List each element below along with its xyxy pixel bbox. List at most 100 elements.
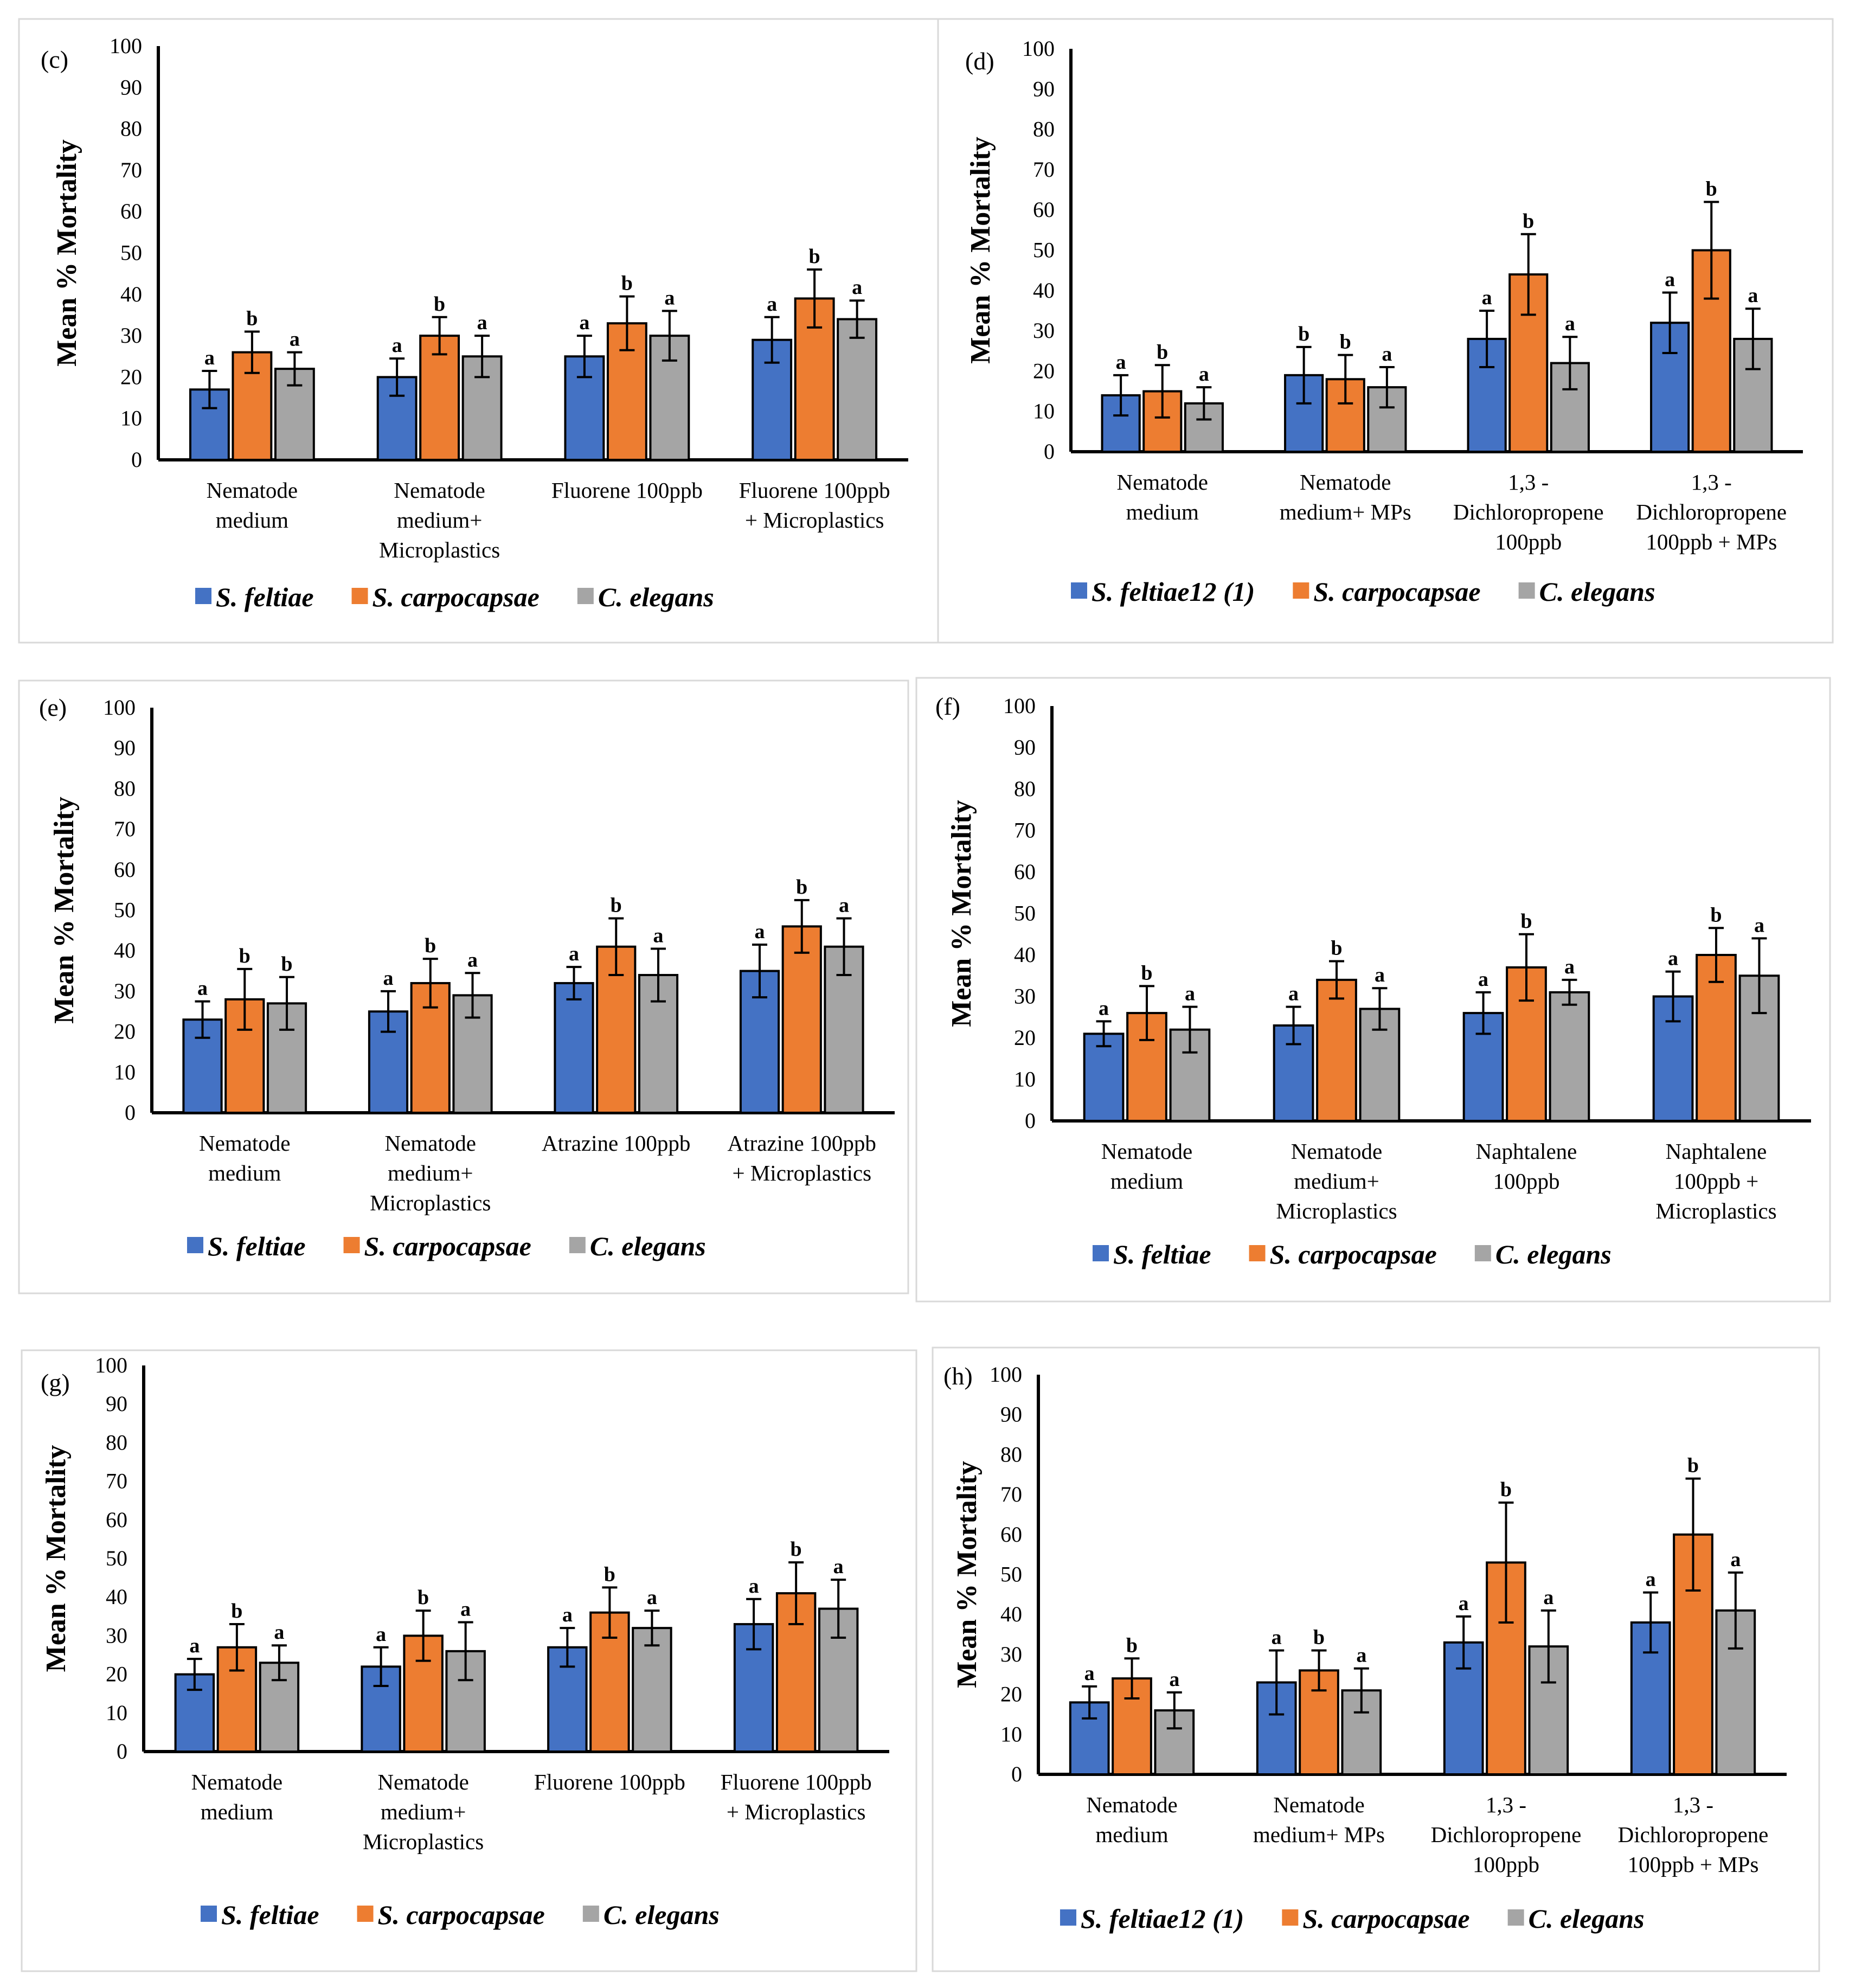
chart-panel-6: (h) 0 10 20 30 40 50 60 70 80 90 100 Mean % Mortalit… bbox=[932, 1346, 1820, 1972]
panel-frame bbox=[18, 18, 939, 644]
legend-label: S. feltiae bbox=[221, 1900, 319, 1930]
x-category-label: medium bbox=[208, 1160, 281, 1185]
x-category-label: Nematode bbox=[385, 1131, 476, 1156]
y-tick-label: 70 bbox=[120, 158, 142, 182]
legend-swatch bbox=[1518, 582, 1535, 599]
x-category-label: Dichloropropene bbox=[1453, 499, 1604, 524]
significance-letter: a bbox=[392, 334, 402, 357]
significance-letter: b bbox=[434, 293, 445, 316]
bar[interactable] bbox=[410, 982, 451, 1114]
y-tick-label: 90 bbox=[1014, 735, 1036, 760]
significance-letter: a bbox=[664, 286, 675, 309]
significance-letter: a bbox=[197, 977, 208, 1000]
y-tick-label: 30 bbox=[106, 1623, 127, 1647]
y-tick-label: 60 bbox=[120, 199, 142, 223]
legend-swatch bbox=[357, 1906, 374, 1922]
legend-swatch bbox=[569, 1237, 586, 1253]
y-tick-label: 50 bbox=[1014, 901, 1036, 926]
significance-letter: a bbox=[477, 311, 487, 334]
bar[interactable] bbox=[596, 945, 637, 1114]
significance-letter: a bbox=[1185, 983, 1195, 1005]
significance-letter: a bbox=[569, 942, 579, 965]
y-tick-label: 50 bbox=[1000, 1562, 1022, 1587]
x-category-label: Naphtalene bbox=[1476, 1139, 1577, 1164]
bar[interactable] bbox=[1486, 1561, 1526, 1775]
x-category-label: Nematode bbox=[1086, 1792, 1177, 1817]
y-tick-label: 70 bbox=[106, 1469, 127, 1493]
bar[interactable] bbox=[419, 335, 460, 461]
y-tick-label: 90 bbox=[114, 736, 136, 760]
panel-label: (f) bbox=[935, 692, 960, 720]
x-category-label: medium bbox=[1126, 499, 1199, 524]
y-axis-title: Mean % Mortality bbox=[946, 800, 977, 1027]
significance-letter: b bbox=[1313, 1626, 1325, 1649]
significance-letter: a bbox=[1382, 343, 1392, 365]
bar[interactable] bbox=[1650, 322, 1690, 453]
legend-label: C. elegans bbox=[598, 582, 714, 612]
legend-label: S. carpocapsae bbox=[378, 1900, 545, 1930]
significance-letter: a bbox=[204, 347, 215, 369]
x-category-label: + Microplastics bbox=[727, 1799, 866, 1824]
legend-label: C. elegans bbox=[1495, 1239, 1612, 1269]
y-tick-label: 10 bbox=[106, 1701, 127, 1725]
y-tick-label: 20 bbox=[114, 1019, 136, 1044]
y-tick-label: 60 bbox=[1000, 1522, 1022, 1547]
significance-letter: b bbox=[796, 876, 807, 899]
legend-swatch bbox=[1507, 1909, 1524, 1926]
panel-frame bbox=[915, 677, 1831, 1303]
significance-letter: b bbox=[621, 272, 633, 295]
bar[interactable] bbox=[1083, 1033, 1125, 1122]
significance-letter: a bbox=[1099, 997, 1109, 1019]
y-tick-label: 20 bbox=[106, 1662, 127, 1686]
x-category-label: medium+ bbox=[381, 1799, 466, 1824]
significance-letter: b bbox=[239, 945, 251, 967]
y-axis-title: Mean % Mortality bbox=[952, 1461, 983, 1688]
legend-swatch bbox=[1282, 1909, 1299, 1926]
bar[interactable] bbox=[781, 925, 822, 1114]
y-tick-label: 100 bbox=[95, 1353, 127, 1377]
significance-letter: a bbox=[1646, 1568, 1656, 1591]
bar[interactable] bbox=[1528, 1645, 1569, 1775]
significance-letter: b bbox=[604, 1563, 615, 1586]
significance-letter: b bbox=[1157, 341, 1168, 363]
x-category-label: 100ppb + bbox=[1674, 1169, 1758, 1194]
x-category-label: Nematode bbox=[191, 1769, 283, 1794]
significance-letter: b bbox=[1523, 210, 1534, 233]
significance-letter: a bbox=[1084, 1662, 1095, 1685]
y-tick-label: 40 bbox=[120, 282, 142, 306]
significance-letter: a bbox=[839, 894, 849, 916]
bar[interactable] bbox=[1549, 991, 1590, 1122]
significance-letter: b bbox=[1520, 910, 1532, 933]
y-tick-label: 80 bbox=[1033, 117, 1055, 142]
panel-label: (e) bbox=[39, 694, 67, 721]
significance-letter: a bbox=[579, 311, 589, 334]
bar[interactable] bbox=[837, 318, 878, 461]
bar[interactable] bbox=[368, 1010, 409, 1114]
bar[interactable] bbox=[554, 982, 594, 1114]
y-tick-label: 40 bbox=[1033, 278, 1055, 303]
legend-swatch bbox=[577, 588, 594, 604]
bar[interactable] bbox=[632, 1627, 672, 1753]
y-tick-label: 50 bbox=[106, 1546, 127, 1570]
x-category-label: Microplastics bbox=[370, 1190, 491, 1215]
x-category-label: 1,3 - bbox=[1691, 470, 1732, 495]
bar[interactable] bbox=[1316, 978, 1357, 1123]
x-category-label: Nematode bbox=[199, 1131, 290, 1156]
x-category-label: 1,3 - bbox=[1673, 1792, 1713, 1817]
significance-letter: a bbox=[189, 1634, 200, 1657]
x-category-label: Nematode bbox=[1117, 470, 1208, 495]
y-tick-label: 30 bbox=[120, 323, 142, 348]
y-tick-label: 10 bbox=[1014, 1067, 1036, 1092]
y-axis-title: Mean % Mortality bbox=[49, 797, 80, 1024]
legend-label: S. feltiae12 (1) bbox=[1092, 576, 1255, 607]
significance-letter: b bbox=[231, 1600, 242, 1623]
significance-letter: b bbox=[791, 1538, 802, 1561]
significance-letter: b bbox=[1710, 903, 1722, 926]
y-tick-label: 50 bbox=[114, 898, 136, 922]
significance-letter: a bbox=[1754, 914, 1764, 937]
x-category-label: medium+ bbox=[397, 508, 483, 533]
legend-swatch bbox=[1249, 1245, 1266, 1261]
significance-letter: a bbox=[290, 328, 300, 351]
y-tick-label: 70 bbox=[1014, 818, 1036, 843]
legend-swatch bbox=[201, 1906, 217, 1922]
